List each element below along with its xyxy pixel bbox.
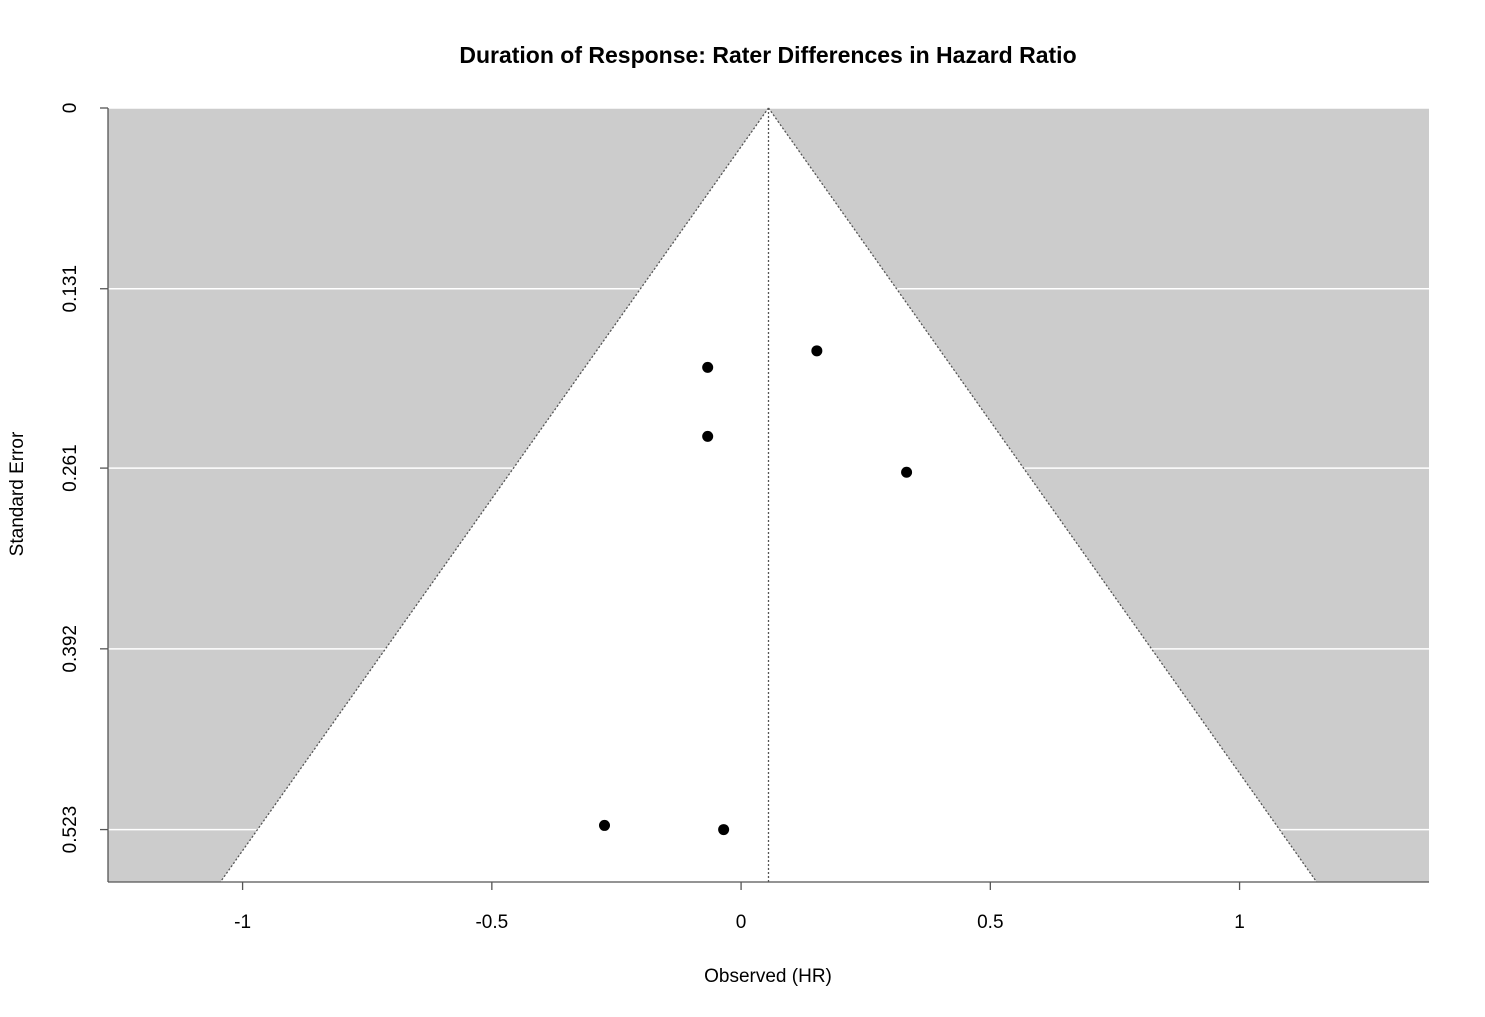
y-tick-label-2: 0.261 <box>60 444 81 492</box>
y-tick-label-0: 0 <box>60 103 81 114</box>
data-point-3 <box>901 466 913 478</box>
y-tick-label-3: 0.392 <box>60 625 81 673</box>
x-axis: -1 -0.5 0 0.5 1 <box>108 881 1429 933</box>
y-axis: 0 0.131 0.261 0.392 0.523 <box>60 103 109 882</box>
x-tick-label-4: 1 <box>1234 912 1245 933</box>
x-tick-label-1: -0.5 <box>475 912 508 933</box>
x-tick-label-0: -1 <box>234 912 251 933</box>
x-tick-label-2: 0 <box>736 912 747 933</box>
y-tick-label-1: 0.131 <box>60 265 81 313</box>
funnel-region <box>220 108 1317 882</box>
data-point-0 <box>811 345 823 357</box>
y-tick-label-4: 0.523 <box>60 806 81 854</box>
y-axis-label: Standard Error <box>7 431 28 556</box>
plot-area <box>108 107 1429 883</box>
chart-title: Duration of Response: Rater Differences … <box>459 42 1076 68</box>
data-point-5 <box>718 824 730 836</box>
x-tick-label-3: 0.5 <box>977 912 1003 933</box>
data-point-4 <box>598 819 610 831</box>
x-axis-label: Observed (HR) <box>704 966 832 987</box>
data-point-2 <box>702 430 714 442</box>
data-point-1 <box>702 361 714 373</box>
